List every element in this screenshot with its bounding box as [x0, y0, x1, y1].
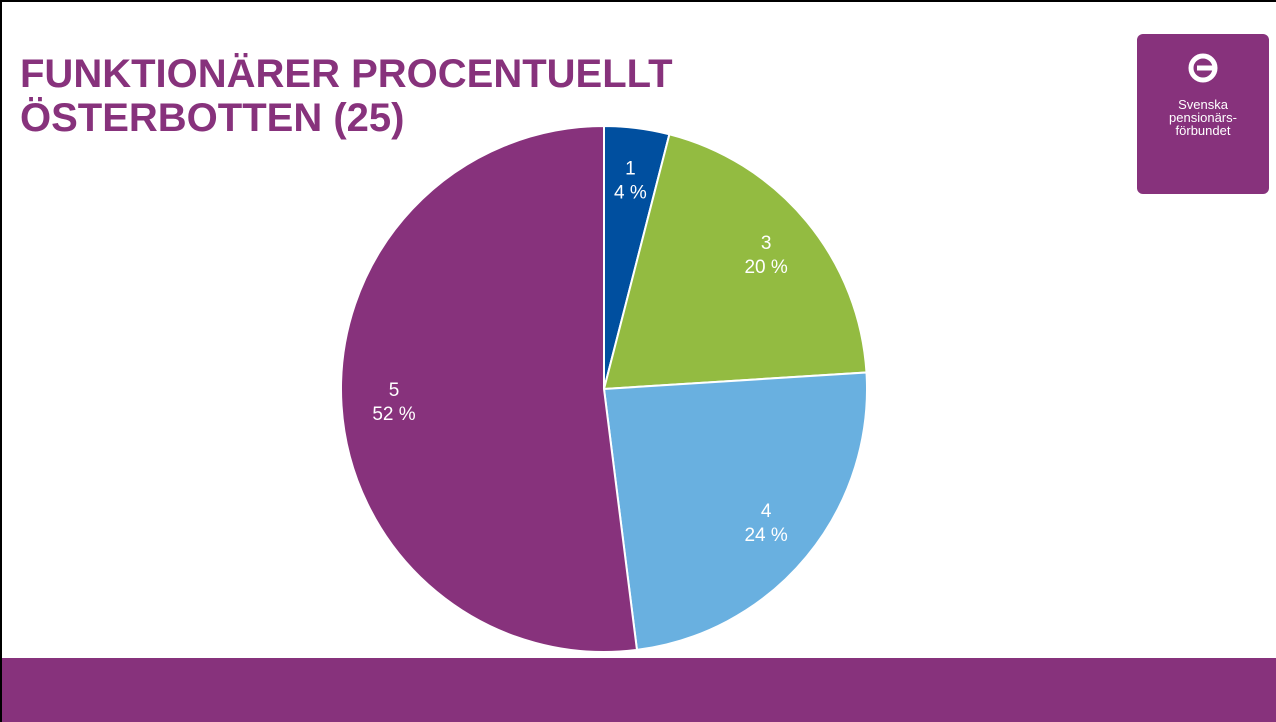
pie-slice	[602, 371, 868, 652]
logo-line: förbundet	[1175, 123, 1231, 138]
slice-category-label: 4	[761, 501, 772, 522]
slice-category-label: 5	[389, 380, 400, 401]
slice-category-label: 1	[625, 158, 636, 179]
slice-category-label: 3	[761, 233, 772, 254]
footer-bar	[2, 658, 1276, 722]
logo-line: pensionärs-	[1169, 110, 1237, 125]
slice-value-label: 24 %	[744, 525, 787, 546]
slice-value-label: 20 %	[744, 257, 787, 278]
chart-title: FUNKTIONÄRER PROCENTUELLT ÖSTERBOTTEN (2…	[20, 52, 673, 140]
logo-line: Svenska	[1178, 97, 1228, 112]
pie-slice	[340, 124, 639, 653]
slice-value-label: 52 %	[372, 404, 415, 425]
logo: Svenska pensionärs- förbundet	[1137, 34, 1269, 194]
logo-mark	[1188, 53, 1218, 83]
pie-slice	[602, 133, 868, 391]
slice-value-label: 4 %	[614, 182, 647, 203]
